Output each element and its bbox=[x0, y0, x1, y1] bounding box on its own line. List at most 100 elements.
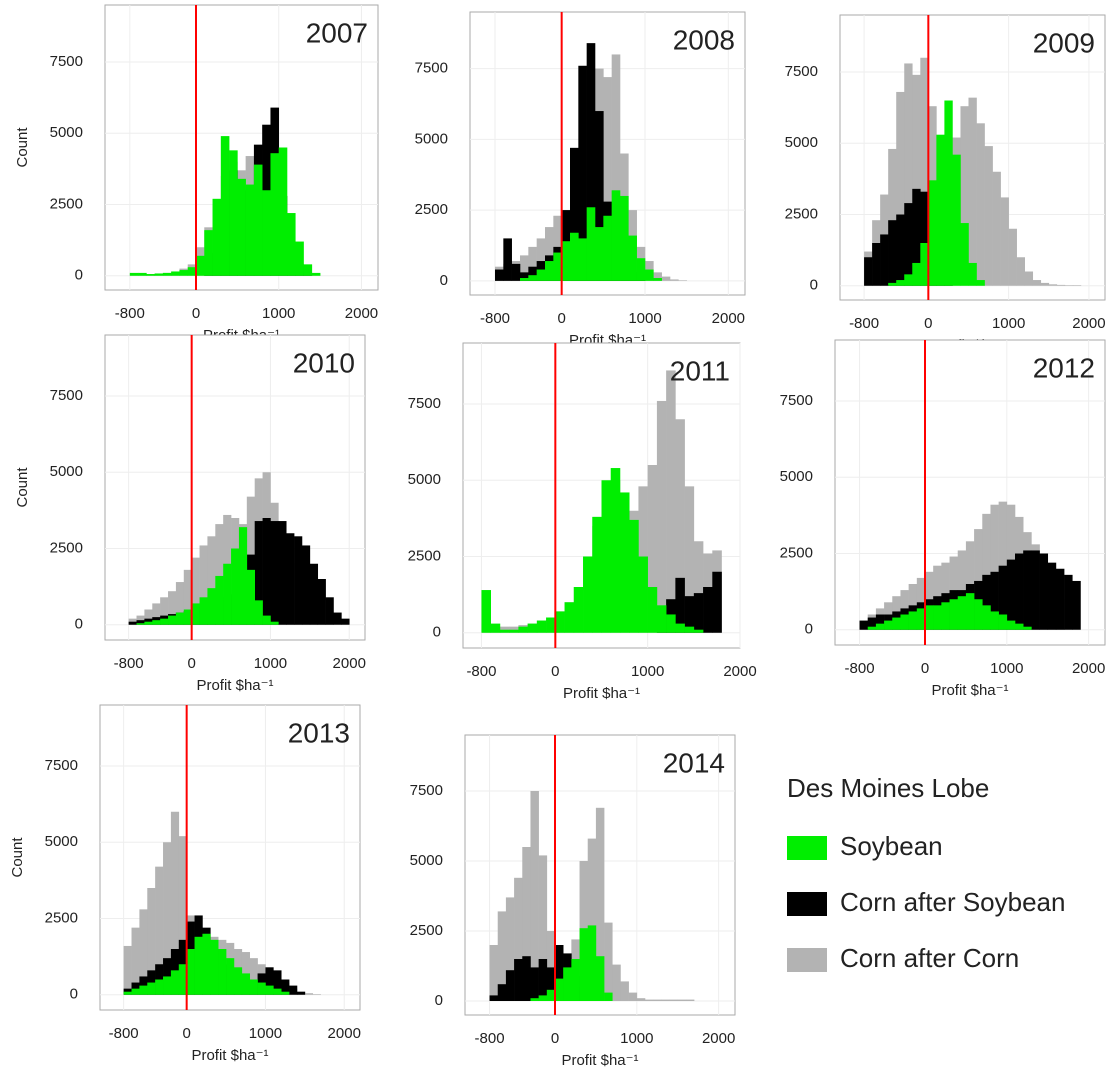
x-tick-label: 2000 bbox=[1072, 315, 1105, 332]
histogram-bar bbox=[960, 223, 969, 286]
histogram-bar bbox=[875, 614, 885, 630]
histogram-bar bbox=[957, 596, 967, 630]
histogram-bar bbox=[520, 278, 529, 281]
histogram-bar bbox=[286, 533, 295, 625]
histogram-bar bbox=[965, 593, 975, 630]
x-tick-label: 2000 bbox=[328, 1025, 361, 1042]
x-tick-label: 0 bbox=[551, 663, 559, 680]
histogram-bar bbox=[968, 97, 977, 286]
histogram-bar bbox=[530, 998, 539, 1001]
histogram-bar bbox=[171, 271, 180, 276]
histogram-bar bbox=[489, 945, 499, 1001]
histogram-bar bbox=[233, 967, 243, 995]
y-tick-label: 0 bbox=[70, 986, 78, 1003]
histogram-bar bbox=[1072, 285, 1082, 286]
panel-title: 2011 bbox=[670, 355, 730, 386]
histogram-bar bbox=[941, 602, 950, 630]
x-tick-label: -800 bbox=[466, 663, 496, 680]
histogram-bar bbox=[880, 234, 889, 286]
y-tick-label: 0 bbox=[433, 624, 441, 641]
x-tick-label: 1000 bbox=[631, 663, 664, 680]
x-axis-label: Profit $ha⁻¹ bbox=[196, 677, 273, 694]
histogram-bar bbox=[570, 147, 579, 281]
histogram-bar bbox=[684, 486, 695, 633]
histogram-bar bbox=[992, 171, 1001, 286]
histogram-bar bbox=[896, 280, 905, 286]
histogram-bar bbox=[146, 274, 155, 276]
histogram-bar bbox=[309, 563, 319, 625]
histogram-bar bbox=[289, 985, 298, 995]
histogram-bar bbox=[636, 998, 646, 1001]
histogram-bar bbox=[628, 235, 637, 281]
histogram-bar bbox=[163, 842, 172, 995]
histogram-bar bbox=[656, 400, 667, 633]
histogram-bar bbox=[990, 611, 999, 630]
panel-title: 2014 bbox=[663, 747, 725, 778]
histogram-bar bbox=[653, 999, 662, 1001]
y-tick-label: 0 bbox=[440, 272, 448, 289]
legend-swatch bbox=[787, 948, 827, 972]
histogram-bar bbox=[262, 190, 271, 276]
x-tick-label: 1000 bbox=[249, 1025, 282, 1042]
histogram-bar bbox=[675, 623, 685, 633]
histogram-bar bbox=[226, 958, 235, 995]
y-tick-label: 5000 bbox=[415, 130, 448, 147]
histogram-bar bbox=[888, 148, 897, 286]
histogram-bar bbox=[138, 272, 147, 276]
histogram-bar bbox=[514, 877, 523, 1001]
x-axis-label: Profit $ha⁻¹ bbox=[931, 682, 1008, 699]
histogram-bar bbox=[179, 270, 189, 276]
histogram-bar bbox=[262, 518, 271, 625]
histogram-bar bbox=[257, 982, 266, 995]
y-tick-label: 0 bbox=[810, 277, 818, 294]
panel-title: 2007 bbox=[306, 17, 368, 48]
histogram-bar bbox=[341, 618, 350, 625]
y-tick-label: 5000 bbox=[410, 852, 443, 869]
panel-title: 2013 bbox=[288, 717, 350, 748]
histogram-bar bbox=[294, 536, 303, 625]
y-tick-label: 2500 bbox=[415, 201, 448, 218]
histogram-bar bbox=[573, 587, 584, 633]
x-tick-label: 0 bbox=[192, 305, 200, 322]
x-tick-label: 2000 bbox=[702, 1030, 735, 1047]
histogram-bar bbox=[123, 945, 132, 995]
histogram-bar bbox=[1016, 257, 1025, 286]
histogram-bar bbox=[202, 933, 211, 995]
panel-title: 2010 bbox=[293, 347, 355, 378]
histogram-bar bbox=[703, 587, 713, 633]
histogram-bar bbox=[538, 855, 548, 1001]
histogram-bar bbox=[603, 215, 612, 281]
y-tick-label: 7500 bbox=[50, 53, 83, 70]
histogram-bar bbox=[333, 612, 342, 625]
histogram-bar bbox=[536, 620, 547, 633]
histogram-bar bbox=[1024, 271, 1034, 286]
histogram-bar bbox=[131, 927, 140, 995]
histogram-bar bbox=[237, 178, 246, 276]
histogram-bar bbox=[1015, 553, 1024, 630]
histogram-bar bbox=[481, 590, 491, 633]
histogram-bar bbox=[536, 238, 546, 281]
histogram-bar bbox=[1032, 280, 1042, 286]
histogram-bar bbox=[669, 999, 679, 1001]
histogram-bar bbox=[661, 276, 671, 281]
y-axis-label: Count bbox=[14, 467, 31, 508]
histogram-bar bbox=[612, 964, 621, 1001]
histogram-bar bbox=[982, 574, 991, 630]
histogram-bar bbox=[684, 626, 695, 633]
histogram-bar bbox=[1006, 559, 1016, 630]
histogram-bar bbox=[204, 230, 213, 276]
legend-swatch bbox=[787, 836, 827, 860]
histogram-bar bbox=[144, 609, 153, 625]
histogram-bar bbox=[603, 77, 612, 281]
x-tick-label: 1000 bbox=[254, 655, 287, 672]
histogram-bar bbox=[220, 136, 230, 276]
histogram-bar bbox=[287, 213, 296, 276]
histogram-bar bbox=[859, 620, 869, 630]
x-tick-label: 2000 bbox=[712, 310, 745, 327]
histogram-bar bbox=[944, 100, 953, 286]
histogram-bar bbox=[571, 959, 580, 1001]
histogram-bar bbox=[536, 269, 546, 281]
histogram-bar bbox=[187, 267, 197, 276]
histogram-bar bbox=[497, 984, 507, 1001]
